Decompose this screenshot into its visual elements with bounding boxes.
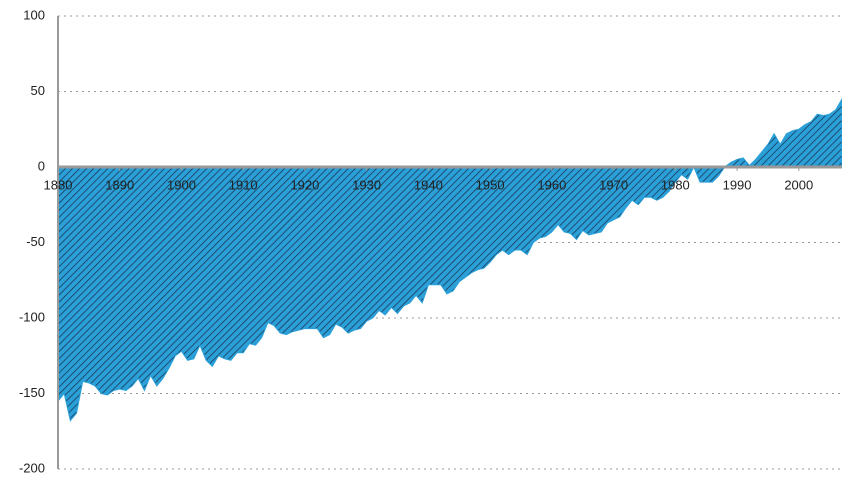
x-tick-label: 1890 [105,177,134,192]
x-tick-label: 2000 [784,177,813,192]
x-tick-label: 1900 [167,177,196,192]
x-tick-label: 1970 [599,177,628,192]
area [57,98,842,422]
y-tick-label: -200 [19,460,45,475]
x-tick-label: 1930 [352,177,381,192]
x-tick-label: 1990 [723,177,752,192]
y-tick-label: -150 [19,385,45,400]
y-tick-label: 0 [38,158,45,173]
x-tick-label: 1960 [537,177,566,192]
y-tick-label: 100 [23,7,45,22]
x-tick-label: 1920 [290,177,319,192]
x-tick-label: 1950 [476,177,505,192]
y-tick-label: -50 [26,234,45,249]
y-tick-label: -100 [19,309,45,324]
x-tick-label: 1910 [229,177,258,192]
x-tick-label: 1880 [44,177,73,192]
y-tick-label: 50 [31,83,45,98]
x-tick-label: 1980 [661,177,690,192]
x-tick-label: 1940 [414,177,443,192]
